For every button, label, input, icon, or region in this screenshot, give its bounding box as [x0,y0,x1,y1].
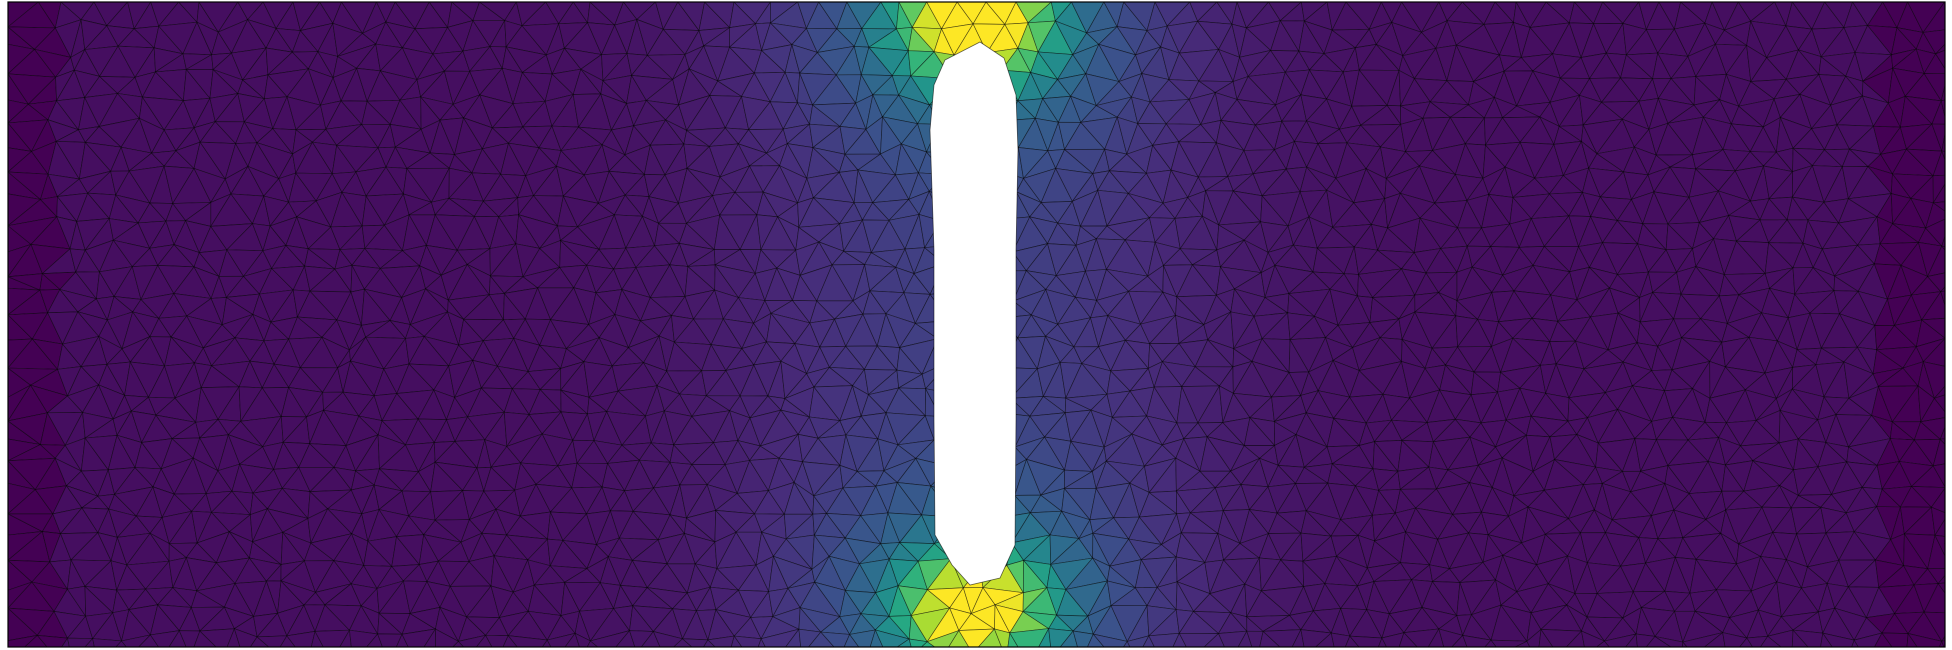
mesh-element [1922,29,1945,55]
mesh-element [1944,99,1945,119]
mesh-element [1940,99,1945,119]
mesh-element [1944,394,1945,396]
mesh-element [1944,512,1945,544]
mesh-element [1944,556,1945,588]
mesh-element [1944,294,1945,295]
mesh-element [1944,2,1945,24]
slot-hole [929,41,1019,586]
mesh-element [1944,337,1945,339]
mesh-element [1944,294,1945,295]
mesh-element [1944,2,1945,3]
mesh-element [1948,44,1952,76]
mesh-element [1948,73,1952,93]
mesh-element [1935,43,1945,55]
mesh-element [1941,132,1945,152]
mesh-element [1944,495,1945,497]
mesh-element [1932,183,1945,204]
mesh-element [1944,495,1945,497]
mesh-element [1944,416,1945,447]
mesh-element [1944,99,1945,101]
mesh-element [1944,243,1945,245]
mesh-element [1944,487,1945,488]
mesh-element [1932,201,1945,212]
mesh-element [1940,245,1945,251]
mesh-element [1944,586,1945,588]
mesh-element [1944,586,1945,616]
mesh-element [1935,49,1945,70]
mesh-element [1944,54,1945,80]
mesh-element [1944,394,1945,418]
mesh-element [1947,94,1952,125]
mesh-element [1944,495,1945,514]
mesh-element [1944,216,1945,245]
mesh-element [1944,445,1945,446]
mesh-element [1944,145,1945,147]
mesh-element [1944,117,1945,147]
mesh-element [1925,218,1945,247]
mesh-element [1943,542,1945,544]
mesh-element [1944,320,1945,349]
mesh-element [1944,55,1945,56]
mesh-element [1941,235,1945,247]
mesh-element [1948,514,1952,539]
mesh-element [1944,614,1945,640]
mesh-element [1947,117,1952,154]
mesh-element [1944,78,1945,101]
mesh-element [1944,177,1945,200]
mesh-element [1944,445,1945,466]
mesh-element [1944,542,1945,544]
mesh-element [1944,266,1945,296]
mesh-element [1946,485,1952,514]
mesh-element [1944,293,1945,322]
mesh-element [1944,347,1945,366]
mesh-element [1944,198,1945,218]
mesh-element [1933,385,1945,400]
mesh-element [1944,198,1945,200]
mesh-element [1944,638,1945,647]
mesh-element [1941,150,1945,161]
mesh-element [1948,485,1952,519]
field-group [8,2,1952,647]
mesh-element [1944,364,1945,396]
mesh-element [1944,394,1945,396]
mesh-element [1922,361,1945,399]
mesh-element [1944,337,1945,339]
mesh-element [1944,464,1945,497]
mesh-element [1944,243,1945,245]
mesh-element [1944,145,1945,147]
mesh-element [1944,542,1945,558]
mesh-element [1939,286,1945,293]
mesh-element [1944,2,1945,4]
mesh-element [1920,317,1945,339]
mesh-element [92,638,123,647]
mesh-element [1944,347,1945,349]
mesh-element [1926,272,1945,293]
mesh-element [1944,347,1945,349]
mesh-element [1944,144,1945,178]
mesh-element [1944,445,1945,447]
mesh-element [1944,199,1945,200]
mesh-element [1943,638,1945,640]
mesh-element [1944,99,1945,100]
mesh-element [1944,586,1945,587]
mesh-element [1944,55,1945,56]
mesh-element [1933,394,1945,413]
mesh-element [1943,638,1945,640]
mesh-element [1944,243,1945,268]
mesh-element [1944,22,1945,57]
